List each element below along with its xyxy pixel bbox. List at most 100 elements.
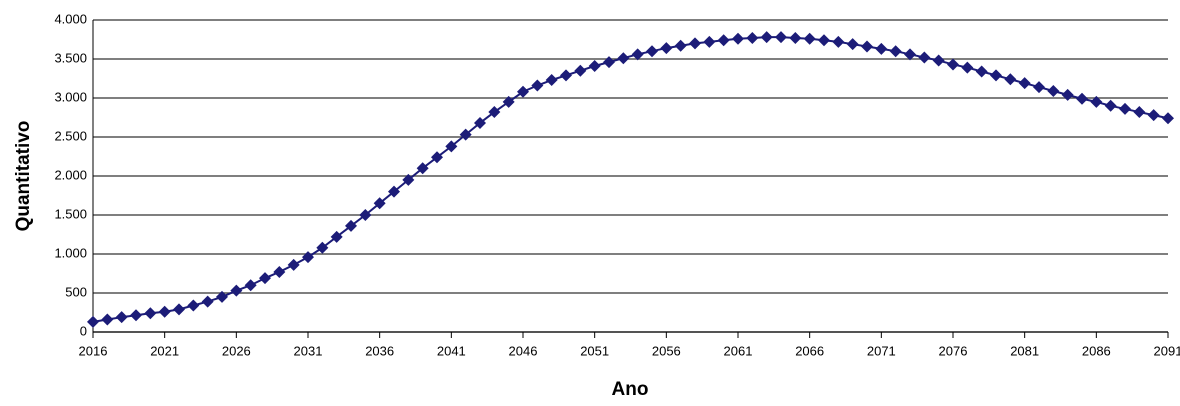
marker xyxy=(244,279,257,292)
marker xyxy=(359,209,372,221)
marker xyxy=(101,313,114,326)
x-tick-label: 2026 xyxy=(222,343,251,358)
x-tick-label: 2066 xyxy=(795,343,824,358)
marker xyxy=(1018,77,1031,90)
marker xyxy=(674,39,687,52)
marker xyxy=(488,106,501,119)
marker xyxy=(431,151,443,164)
x-tick-label: 2036 xyxy=(365,343,394,358)
marker xyxy=(990,69,1002,82)
marker xyxy=(173,303,185,316)
marker xyxy=(861,40,873,53)
marker xyxy=(402,173,415,186)
y-tick-label: 1.000 xyxy=(54,245,87,260)
marker xyxy=(1162,112,1174,125)
marker xyxy=(588,60,601,73)
x-tick-label: 2016 xyxy=(79,343,108,358)
marker xyxy=(302,251,314,264)
line xyxy=(92,36,1169,323)
marker xyxy=(345,219,357,232)
marker xyxy=(388,185,400,198)
y-tick-label: 4.000 xyxy=(54,11,87,26)
marker xyxy=(775,31,787,44)
marker xyxy=(631,48,644,61)
marker xyxy=(1076,92,1088,105)
marker xyxy=(603,56,615,69)
y-tick-label: 1.500 xyxy=(54,206,87,221)
x-tick-label: 2056 xyxy=(652,343,681,358)
x-tick-label: 2071 xyxy=(867,343,896,358)
marker xyxy=(216,290,228,303)
x-tick-label: 2031 xyxy=(294,343,323,358)
marker xyxy=(961,61,974,74)
marker xyxy=(703,35,716,48)
marker xyxy=(1061,88,1074,101)
y-tick-label: 2.000 xyxy=(54,167,87,182)
marker xyxy=(316,241,329,254)
marker xyxy=(1104,99,1117,112)
marker xyxy=(904,48,916,61)
marker xyxy=(1033,81,1045,94)
marker xyxy=(115,311,128,324)
x-tick-label: 2041 xyxy=(437,343,466,358)
marker xyxy=(889,45,902,58)
marker xyxy=(230,284,243,297)
marker xyxy=(531,79,544,92)
marker xyxy=(517,85,529,98)
marker xyxy=(287,258,300,271)
marker xyxy=(789,31,802,44)
marker xyxy=(1047,84,1060,97)
x-tick-label: 2076 xyxy=(939,343,968,358)
marker xyxy=(445,140,458,153)
marker xyxy=(459,128,472,141)
y-tick-label: 3.000 xyxy=(54,89,87,104)
marker xyxy=(746,31,759,44)
marker xyxy=(545,74,558,87)
y-tick-label: 3.500 xyxy=(54,50,87,65)
marker xyxy=(502,95,515,108)
marker xyxy=(689,37,701,50)
marker xyxy=(1147,109,1160,122)
marker xyxy=(201,295,214,308)
marker xyxy=(273,265,286,278)
marker xyxy=(1090,95,1103,108)
marker xyxy=(660,42,673,55)
marker xyxy=(330,230,343,243)
marker xyxy=(130,309,142,322)
marker xyxy=(87,315,99,328)
marker xyxy=(416,162,429,175)
marker xyxy=(187,299,200,312)
marker xyxy=(158,305,171,318)
marker xyxy=(646,45,658,58)
marker xyxy=(932,54,945,67)
marker xyxy=(144,307,157,320)
marker xyxy=(803,32,816,45)
marker xyxy=(1119,102,1131,115)
marker xyxy=(760,31,773,44)
y-axis-label: Quantitativo xyxy=(13,121,34,232)
x-axis-label: Ano xyxy=(612,379,649,400)
marker xyxy=(975,65,988,78)
marker xyxy=(717,34,730,47)
marker xyxy=(259,272,271,285)
marker xyxy=(832,35,845,48)
marker xyxy=(875,42,888,55)
marker xyxy=(918,51,931,64)
marker xyxy=(617,52,630,65)
marker xyxy=(574,64,587,77)
y-tick-label: 2.500 xyxy=(54,128,87,143)
y-tick-label: 0 xyxy=(80,323,87,338)
marker xyxy=(818,34,830,47)
marker xyxy=(947,58,959,71)
x-tick-label: 2086 xyxy=(1082,343,1111,358)
x-tick-label: 2081 xyxy=(1010,343,1039,358)
marker xyxy=(1133,106,1146,119)
x-tick-label: 2091 xyxy=(1154,343,1180,358)
marker xyxy=(1004,73,1017,86)
x-tick-label: 2046 xyxy=(509,343,538,358)
y-tick-label: 500 xyxy=(65,284,87,299)
marker xyxy=(373,197,386,210)
marker xyxy=(474,116,486,129)
x-tick-label: 2061 xyxy=(724,343,753,358)
